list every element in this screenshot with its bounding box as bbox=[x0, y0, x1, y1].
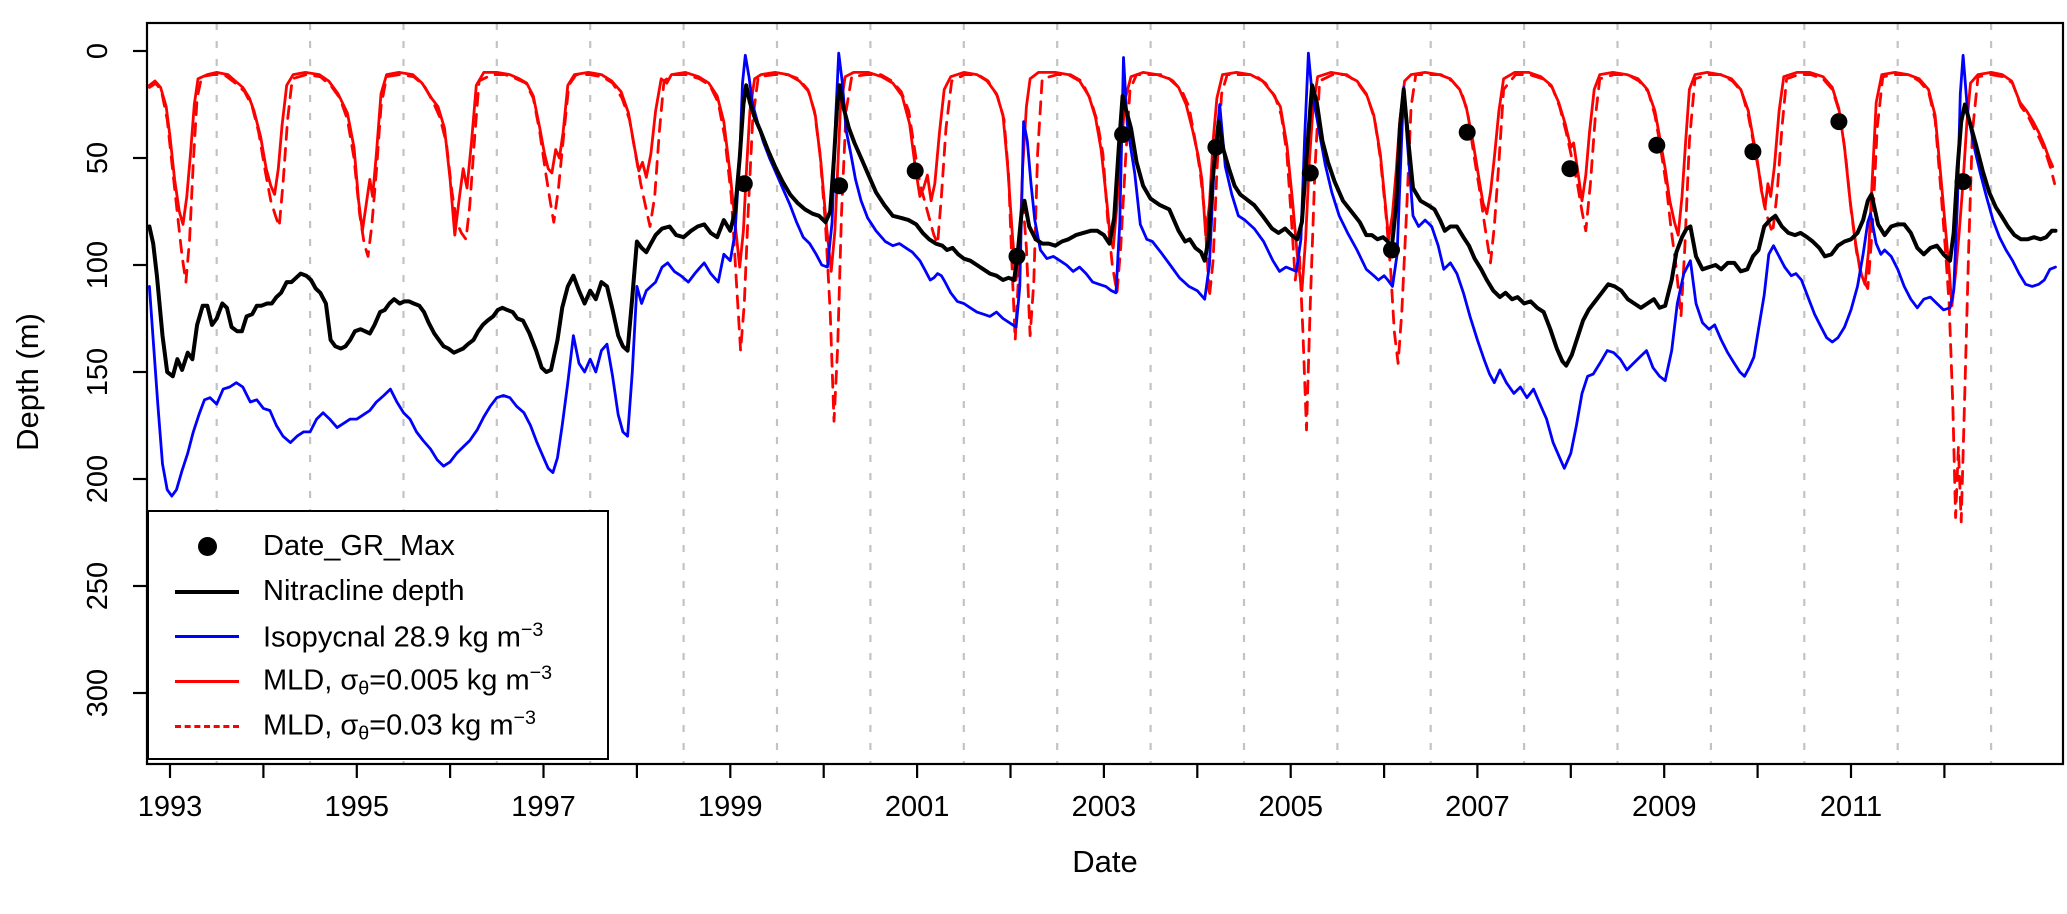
marker-date-gr-max bbox=[735, 175, 753, 193]
y-axis-title: Depth (m) bbox=[10, 313, 45, 451]
y-tick-label: 250 bbox=[82, 562, 114, 610]
y-tick-label: 200 bbox=[82, 455, 114, 503]
y-tick-label: 50 bbox=[82, 142, 114, 174]
y-tick-label: 0 bbox=[82, 43, 114, 59]
x-tick-label: 2001 bbox=[885, 791, 950, 823]
dot-marker-icon bbox=[157, 537, 257, 556]
marker-date-gr-max bbox=[1008, 247, 1026, 265]
marker-date-gr-max bbox=[1561, 160, 1579, 178]
legend-item-date-gr-max: Date_GR_Max bbox=[149, 524, 607, 569]
legend-label-mld-003: MLD, σθ=0.03 kg m−3 bbox=[263, 707, 536, 745]
marker-date-gr-max bbox=[906, 162, 924, 180]
x-axis-title: Date bbox=[1072, 844, 1137, 879]
y-tick-label: 150 bbox=[82, 348, 114, 396]
x-tick-label: 1997 bbox=[511, 791, 576, 823]
series-isopycnal-289 bbox=[148, 51, 2057, 498]
marker-date-gr-max bbox=[1648, 136, 1666, 154]
x-tick-label: 1999 bbox=[698, 791, 763, 823]
y-tick-label: 300 bbox=[82, 669, 114, 717]
marker-date-gr-max bbox=[1458, 123, 1476, 141]
line-blue-swatch-icon bbox=[157, 635, 257, 638]
line-red-dash-swatch-icon bbox=[157, 725, 257, 728]
x-tick-label: 2007 bbox=[1445, 791, 1510, 823]
legend-label-nitracline-depth: Nitracline depth bbox=[263, 575, 465, 607]
x-tick-label: 2011 bbox=[1820, 791, 1882, 823]
marker-date-gr-max bbox=[1301, 164, 1319, 182]
legend-item-mld-0005: MLD, σθ=0.005 kg m−3 bbox=[149, 659, 607, 704]
series-nitracline-depth bbox=[147, 83, 2058, 379]
marker-date-gr-max bbox=[1383, 241, 1400, 259]
legend-item-nitracline-depth: Nitracline depth bbox=[149, 569, 607, 614]
x-tick-label: 2003 bbox=[1072, 791, 1137, 823]
legend-label-isopycnal-289: Isopycnal 28.9 kg m−3 bbox=[263, 618, 544, 654]
marker-date-gr-max bbox=[1744, 143, 1762, 161]
x-tick-label: 1995 bbox=[325, 791, 390, 823]
marker-date-gr-max bbox=[1954, 173, 1972, 191]
x-tick-label: 2009 bbox=[1632, 791, 1697, 823]
line-black-swatch-icon bbox=[157, 589, 257, 594]
line-red-swatch-icon bbox=[157, 680, 257, 683]
legend: Date_GR_Max Nitracline depth Isopycnal 28.… bbox=[147, 510, 609, 760]
x-tick-label: 2005 bbox=[1258, 791, 1323, 823]
x-tick-label: 1993 bbox=[138, 791, 203, 823]
marker-date-gr-max bbox=[1114, 126, 1132, 143]
legend-item-mld-003: MLD, σθ=0.03 kg m−3 bbox=[149, 704, 607, 749]
marker-date-gr-max bbox=[1830, 113, 1848, 131]
legend-item-isopycnal-289: Isopycnal 28.9 kg m−3 bbox=[149, 614, 607, 659]
marker-date-gr-max bbox=[831, 177, 849, 195]
legend-label-mld-0005: MLD, σθ=0.005 kg m−3 bbox=[263, 662, 553, 700]
y-tick-label: 100 bbox=[82, 241, 114, 289]
marker-date-gr-max bbox=[1207, 138, 1225, 156]
legend-label-date-gr-max: Date_GR_Max bbox=[263, 530, 455, 562]
